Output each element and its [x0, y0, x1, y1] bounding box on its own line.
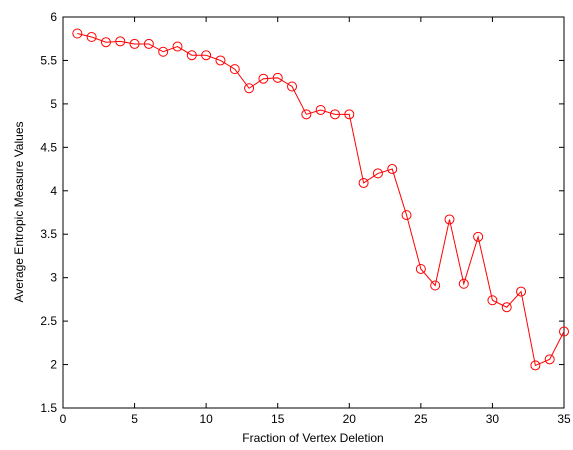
x-tick-label: 15: [271, 412, 285, 426]
series-layer: [72, 28, 569, 371]
x-tick-label: 25: [414, 412, 428, 426]
data-point: [143, 38, 154, 49]
y-axis-label: Average Entropic Measure Values: [12, 122, 26, 303]
series-line: [77, 33, 565, 367]
data-point: [129, 38, 140, 49]
data-point: [201, 50, 212, 61]
data-point: [516, 286, 527, 297]
data-point: [258, 73, 269, 84]
y-tick-label: 2.5: [40, 314, 57, 328]
axis-ticks: [62, 16, 565, 409]
data-point: [559, 326, 569, 337]
data-point: [115, 36, 126, 47]
data-point: [430, 280, 441, 291]
data-point: [344, 109, 355, 120]
y-tick-label: 4.5: [40, 140, 57, 154]
y-tick-label: 3.5: [40, 227, 57, 241]
data-point: [100, 37, 111, 48]
plot-area: [62, 16, 565, 409]
data-point: [287, 81, 298, 92]
x-axis-label: Fraction of Vertex Deletion: [242, 431, 383, 445]
data-point: [473, 231, 484, 242]
data-point: [544, 354, 555, 365]
x-tick-label: 30: [486, 412, 500, 426]
data-point: [401, 210, 412, 221]
y-tick-label: 6: [50, 10, 57, 24]
data-point: [444, 214, 455, 225]
data-point: [172, 41, 183, 52]
data-point: [415, 263, 426, 274]
data-point: [158, 46, 169, 57]
y-tick-label: 4: [50, 184, 57, 198]
data-point: [487, 295, 498, 306]
y-tick-label: 2: [50, 358, 57, 372]
data-point: [229, 64, 240, 75]
y-tick-label: 5.5: [40, 53, 57, 67]
y-tick-label: 3: [50, 271, 57, 285]
data-point: [72, 28, 83, 39]
data-point: [501, 302, 512, 313]
data-point: [215, 55, 226, 66]
data-point: [458, 278, 469, 289]
data-point: [315, 104, 326, 115]
y-tick-label: 5: [50, 97, 57, 111]
x-tick-label: 20: [343, 412, 357, 426]
data-point: [372, 168, 383, 179]
data-point: [272, 72, 283, 83]
data-point: [387, 164, 398, 175]
data-point: [301, 109, 312, 120]
tick-labels: 0 5 10 15 20 25 30 35 1.5 2 2.5 3 3.5 4 4.5 5 5.5 6: [40, 10, 571, 426]
x-tick-label: 35: [557, 412, 571, 426]
y-tick-label: 1.5: [40, 401, 57, 415]
data-point: [329, 109, 340, 120]
data-point: [86, 31, 97, 42]
x-tick-label: 0: [60, 412, 67, 426]
data-point: [530, 360, 541, 371]
x-tick-label: 10: [199, 412, 213, 426]
data-point: [358, 177, 369, 188]
data-point: [244, 83, 255, 94]
x-tick-label: 5: [131, 412, 138, 426]
data-point: [186, 50, 197, 61]
